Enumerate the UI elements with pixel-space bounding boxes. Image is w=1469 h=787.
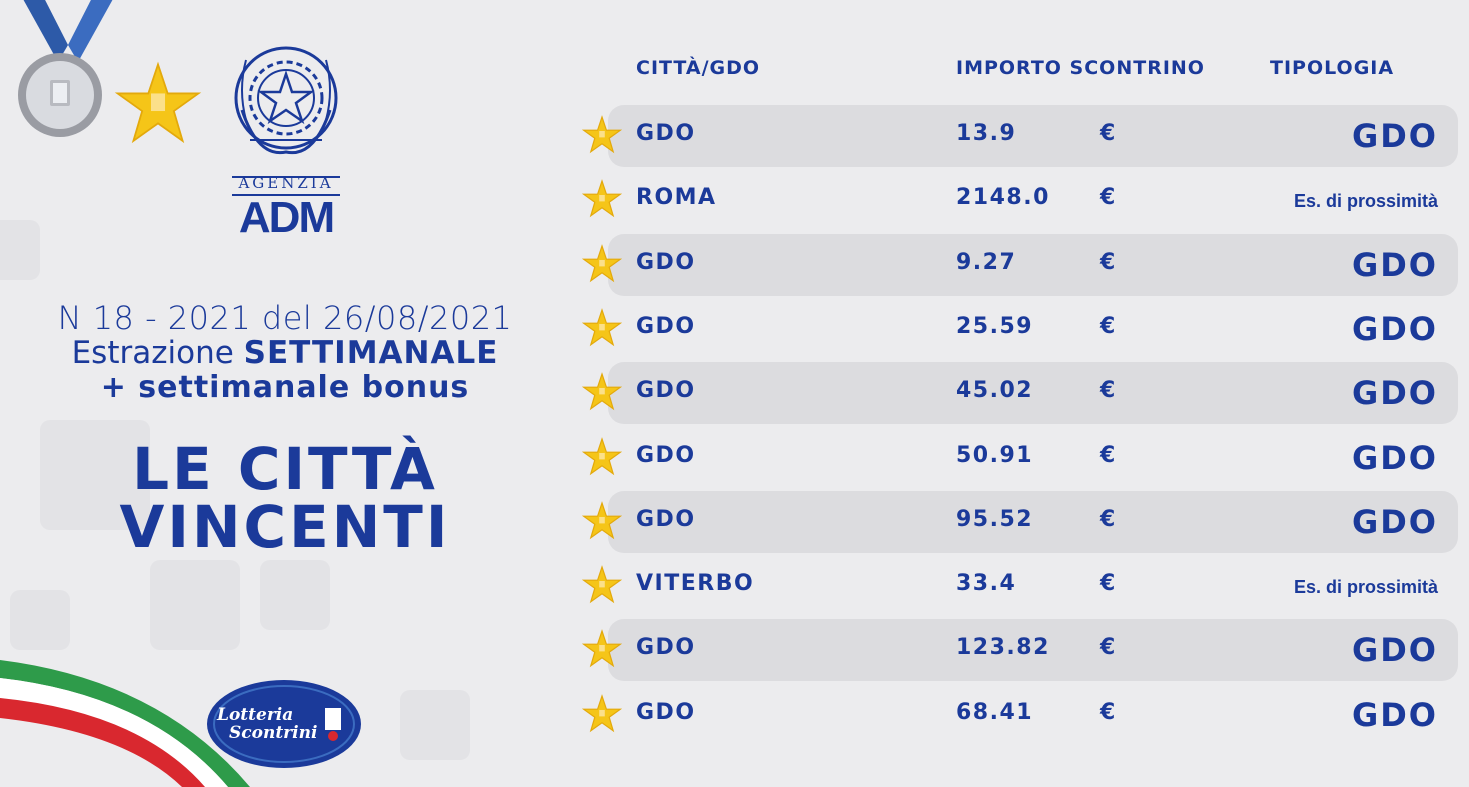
- bg-square: [0, 220, 40, 280]
- cell-city: GDO: [636, 121, 696, 146]
- star-icon: [581, 372, 623, 412]
- draw-number: N 18 - 2021 del 26/08/2021: [57, 299, 513, 337]
- headline-line-2: VINCENTI: [119, 493, 451, 561]
- bonus-line: + settimanale bonus: [100, 370, 470, 405]
- cell-amount: 33.4: [956, 571, 1017, 597]
- cell-city: GDO: [636, 635, 696, 661]
- extraction-type: SETTIMANALE: [243, 335, 499, 371]
- medal-icon: [18, 0, 113, 137]
- cell-type: GDO: [1351, 438, 1438, 477]
- star-icon: [581, 500, 623, 541]
- row-background: [608, 362, 1458, 425]
- cell-amount: 25.59: [956, 313, 1034, 339]
- bg-square: [150, 560, 240, 650]
- cell-currency: €: [1100, 442, 1116, 468]
- cell-type: GDO: [1351, 309, 1438, 348]
- row-background: [608, 619, 1458, 682]
- header-amount: IMPORTO SCONTRINO: [956, 57, 1205, 79]
- cell-type: GDO: [1351, 117, 1438, 155]
- lottery-logo-line1: Lotteria: [216, 705, 293, 725]
- bg-square: [10, 590, 70, 650]
- agency-label: AGENZIA: [238, 174, 334, 192]
- agency-rule-top: [232, 176, 340, 178]
- star-icon: [581, 243, 623, 284]
- table-row: GDO 9.27 € GDO: [581, 233, 1460, 296]
- cell-currency: €: [1100, 185, 1116, 211]
- cell-amount: 50.91: [956, 442, 1034, 468]
- cell-currency: €: [1100, 121, 1116, 146]
- cell-currency: €: [1100, 699, 1116, 725]
- cell-city: GDO: [636, 699, 696, 725]
- table-row: GDO 13.9 € GDO: [581, 105, 1460, 167]
- table-row: GDO 45.02 € GDO: [581, 362, 1460, 425]
- lottery-logo-line2: Scontrini: [229, 723, 317, 743]
- cell-city: GDO: [636, 442, 696, 468]
- cell-amount: 2148.0: [956, 185, 1050, 211]
- headline-line-1: LE CITTÀ: [132, 435, 438, 503]
- cell-city: GDO: [636, 249, 696, 275]
- cell-currency: €: [1100, 635, 1116, 661]
- cell-type: Es. di prossimità: [1293, 577, 1438, 598]
- page-title: LE CITTÀ VINCENTI: [20, 440, 550, 556]
- star-icon: [581, 436, 623, 477]
- star-icon: [581, 179, 623, 219]
- bg-square: [260, 560, 330, 630]
- cell-type: GDO: [1351, 631, 1438, 670]
- cell-currency: €: [1100, 378, 1116, 404]
- table-row: ROMA 2148.0 € Es. di prossimità: [581, 169, 1460, 231]
- cell-type: GDO: [1351, 374, 1438, 413]
- cell-city: GDO: [636, 313, 696, 339]
- cell-amount: 13.9: [956, 121, 1017, 146]
- table-row: GDO 50.91 € GDO: [581, 427, 1460, 489]
- table-row: GDO 68.41 € GDO: [581, 684, 1460, 746]
- cell-city: ROMA: [636, 185, 717, 211]
- star-icon: [581, 115, 623, 155]
- star-icon: [114, 61, 202, 144]
- star-icon: [581, 307, 623, 348]
- italian-emblem-icon: [234, 46, 338, 155]
- cell-type: GDO: [1351, 502, 1438, 541]
- cell-currency: €: [1100, 249, 1116, 275]
- cell-city: GDO: [636, 378, 696, 404]
- extraction-line: Estrazione SETTIMANALE: [20, 336, 550, 370]
- table-row: VITERBO 33.4 € Es. di prossimità: [581, 555, 1460, 617]
- cell-currency: €: [1100, 571, 1116, 597]
- cell-amount: 123.82: [956, 635, 1050, 661]
- cell-amount: 95.52: [956, 506, 1034, 532]
- star-icon: [581, 565, 623, 605]
- star-icon: [581, 629, 623, 669]
- cell-amount: 68.41: [956, 699, 1034, 725]
- cell-type: GDO: [1351, 245, 1438, 284]
- table-row: GDO 95.52 € GDO: [581, 490, 1460, 553]
- agency-logo-text: ADM: [238, 193, 335, 242]
- cell-amount: 9.27: [956, 249, 1017, 275]
- draw-info: N 18 - 2021 del 26/08/2021 Estrazione SE…: [20, 300, 550, 556]
- agency-rule-bottom: [232, 194, 340, 196]
- bg-square: [400, 690, 470, 760]
- cell-city: VITERBO: [636, 571, 755, 597]
- lottery-logo: Lotteria Scontrini: [207, 680, 361, 768]
- cell-type: GDO: [1351, 695, 1438, 734]
- cell-amount: 45.02: [956, 378, 1034, 404]
- cell-currency: €: [1100, 506, 1116, 532]
- bg-square: [40, 420, 150, 530]
- table-row: GDO 25.59 € GDO: [581, 298, 1460, 360]
- row-background: [608, 490, 1458, 553]
- italian-flag-ribbon: [0, 660, 250, 787]
- cell-currency: €: [1100, 313, 1116, 339]
- cell-type: Es. di prossimità: [1293, 191, 1438, 212]
- star-icon: [581, 693, 623, 734]
- table-row: GDO 123.82 € GDO: [581, 619, 1460, 682]
- header-type: TIPOLOGIA: [1270, 57, 1395, 79]
- row-background: [608, 233, 1458, 296]
- row-background: [608, 105, 1458, 167]
- cell-city: GDO: [636, 506, 696, 532]
- header-city: CITTÀ/GDO: [636, 57, 761, 79]
- extraction-prefix: Estrazione: [71, 335, 244, 371]
